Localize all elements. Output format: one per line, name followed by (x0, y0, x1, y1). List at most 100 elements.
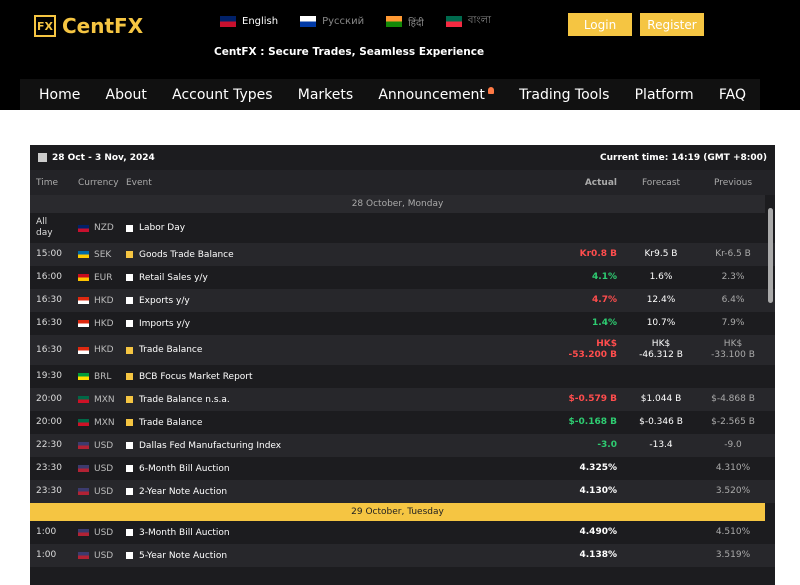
language-label: English (242, 16, 279, 27)
event-name: Trade Balance (126, 345, 551, 355)
language-option[interactable]: বাংলা (445, 13, 492, 30)
language-option[interactable]: हिंदी (386, 13, 424, 30)
event-time: 16:30 (36, 344, 62, 355)
currency-flag (78, 552, 89, 559)
event-currency: USD (78, 464, 126, 474)
currency-flag (78, 396, 89, 403)
language-flag (386, 16, 403, 27)
event-row[interactable]: 23:30 USD 2-Year Note Auction 4.130% 3.520% (30, 480, 775, 503)
register-button[interactable]: Register (640, 13, 704, 36)
currency-code: HKD (94, 295, 114, 306)
header: FX CentFX English Русский हिंदी বাংলা CentFX… (0, 0, 800, 110)
language-bar: English Русский हिंदी বাংলা (220, 13, 491, 30)
actual-value: -3.0 (597, 440, 617, 450)
previous-value: $-2.565 B (711, 417, 755, 427)
event-time: 1:00 (36, 550, 57, 560)
currency-flag (78, 373, 89, 380)
column-header: Currency (78, 177, 119, 188)
impact-marker (126, 224, 133, 232)
previous-value: Kr-6.5 B (715, 249, 751, 259)
day-header: 29 October, Tuesday (30, 503, 765, 521)
forecast-value (617, 529, 705, 537)
event-name: Dallas Fed Manufacturing Index (126, 441, 551, 451)
nav-item[interactable]: About (105, 86, 147, 103)
event-currency: USD (78, 487, 126, 497)
event-currency: MXN (78, 395, 126, 405)
currency-flag (78, 224, 89, 232)
calendar-header: 28 Oct - 3 Nov, 2024 Current time: 14:19… (30, 145, 775, 170)
actual-value: 1.4% (592, 318, 617, 328)
forecast-value: HK$ -46.312 B (639, 339, 683, 360)
event-time: 15:00 (36, 249, 62, 259)
event-name: Trade Balance n.s.a. (126, 395, 551, 405)
actual-value: 4.138% (579, 550, 618, 560)
event-row[interactable]: 15:00 SEK Goods Trade Balance Kr0.8 B Kr9.5 … (30, 243, 775, 266)
event-name: Retail Sales y/y (126, 273, 551, 283)
column-header: Previous (713, 177, 753, 188)
event-title: Labor Day (139, 223, 186, 233)
event-name: 5-Year Note Auction (126, 551, 551, 561)
previous-value: 4.310% (715, 463, 751, 473)
event-title: BCB Focus Market Report (139, 371, 253, 382)
currency-code: EUR (94, 272, 113, 283)
nav-bar: Home About Account Types Markets Announcemen… (20, 79, 760, 110)
currency-code: MXN (94, 417, 115, 428)
event-row[interactable]: 20:00 MXN Trade Balance n.s.a. $-0.579 B $1.… (30, 388, 775, 411)
event-row[interactable]: 16:30 HKD Trade Balance HK$ -53.200 B HK$ -4… (30, 335, 775, 365)
event-title: Exports y/y (139, 295, 190, 306)
event-row[interactable]: 16:30 HKD Exports y/y 4.7% 12.4% 6.4% (30, 289, 775, 312)
currency-flag (78, 488, 89, 495)
language-label: বাংলা (467, 15, 492, 26)
column-header: Event (126, 177, 152, 188)
event-time: 16:00 (36, 272, 62, 282)
actual-value: 4.325% (579, 463, 618, 473)
nav-item[interactable]: Home (39, 86, 81, 103)
language-flag (300, 16, 317, 27)
currency-code: SEK (94, 249, 112, 260)
actual-value (551, 373, 617, 381)
currency-flag (78, 274, 89, 281)
event-row[interactable]: All day NZD Labor Day (30, 213, 775, 243)
language-option[interactable]: Русский (300, 13, 364, 30)
event-row[interactable]: 23:30 USD 6-Month Bill Auction 4.325% 4.310% (30, 457, 775, 480)
actual-value: $-0.168 B (568, 417, 617, 427)
impact-marker (126, 552, 133, 559)
event-row[interactable]: 16:30 HKD Imports y/y 1.4% 10.7% 7.9% (30, 312, 775, 335)
nav-item[interactable]: Account Types (172, 86, 273, 103)
logo-text: CentFX (62, 14, 144, 38)
impact-marker (126, 419, 133, 426)
event-currency: HKD (78, 319, 126, 329)
event-title: 5-Year Note Auction (139, 550, 228, 561)
nav-item[interactable]: Markets (297, 86, 354, 103)
event-name: Trade Balance (126, 418, 551, 428)
nav-item[interactable]: FAQ (718, 86, 746, 103)
currency-code: BRL (94, 371, 112, 382)
currency-flag (78, 297, 89, 304)
event-row[interactable]: 1:00 USD 3-Month Bill Auction 4.490% 4.510% (30, 521, 775, 544)
previous-value (705, 373, 761, 381)
event-currency: BRL (78, 372, 126, 382)
event-row[interactable]: 16:00 EUR Retail Sales y/y 4.1% 1.6% 2.3% (30, 266, 775, 289)
event-row[interactable]: 20:00 MXN Trade Balance $-0.168 B $-0.346 B $… (30, 411, 775, 434)
date-range[interactable]: 28 Oct - 3 Nov, 2024 (38, 152, 155, 163)
currency-code: USD (94, 486, 114, 497)
language-option[interactable]: English (220, 13, 278, 30)
logo[interactable]: FX CentFX (34, 14, 143, 38)
actual-value: HK$ -53.200 B (568, 339, 617, 360)
nav-item[interactable]: Trading Tools (519, 86, 610, 103)
forecast-value (617, 373, 705, 381)
current-time: Current time: 14:19 (GMT +8:00) (600, 152, 767, 163)
nav-item[interactable]: Platform (634, 86, 694, 103)
nav-item[interactable]: Announcement (378, 86, 494, 103)
event-row[interactable]: 1:00 USD 5-Year Note Auction 4.138% 3.519% (30, 544, 775, 567)
column-header: Time (36, 177, 59, 188)
event-row[interactable]: 19:30 BRL BCB Focus Market Report (30, 365, 775, 388)
login-button[interactable]: Login (568, 13, 632, 36)
event-currency: EUR (78, 273, 126, 283)
forecast-value (617, 224, 705, 232)
scrollbar[interactable] (768, 208, 773, 303)
impact-marker (126, 373, 133, 380)
tagline: CentFX : Secure Trades, Seamless Experie… (214, 46, 485, 58)
forecast-value (617, 488, 705, 496)
event-row[interactable]: 22:30 USD Dallas Fed Manufacturing Index -3… (30, 434, 775, 457)
